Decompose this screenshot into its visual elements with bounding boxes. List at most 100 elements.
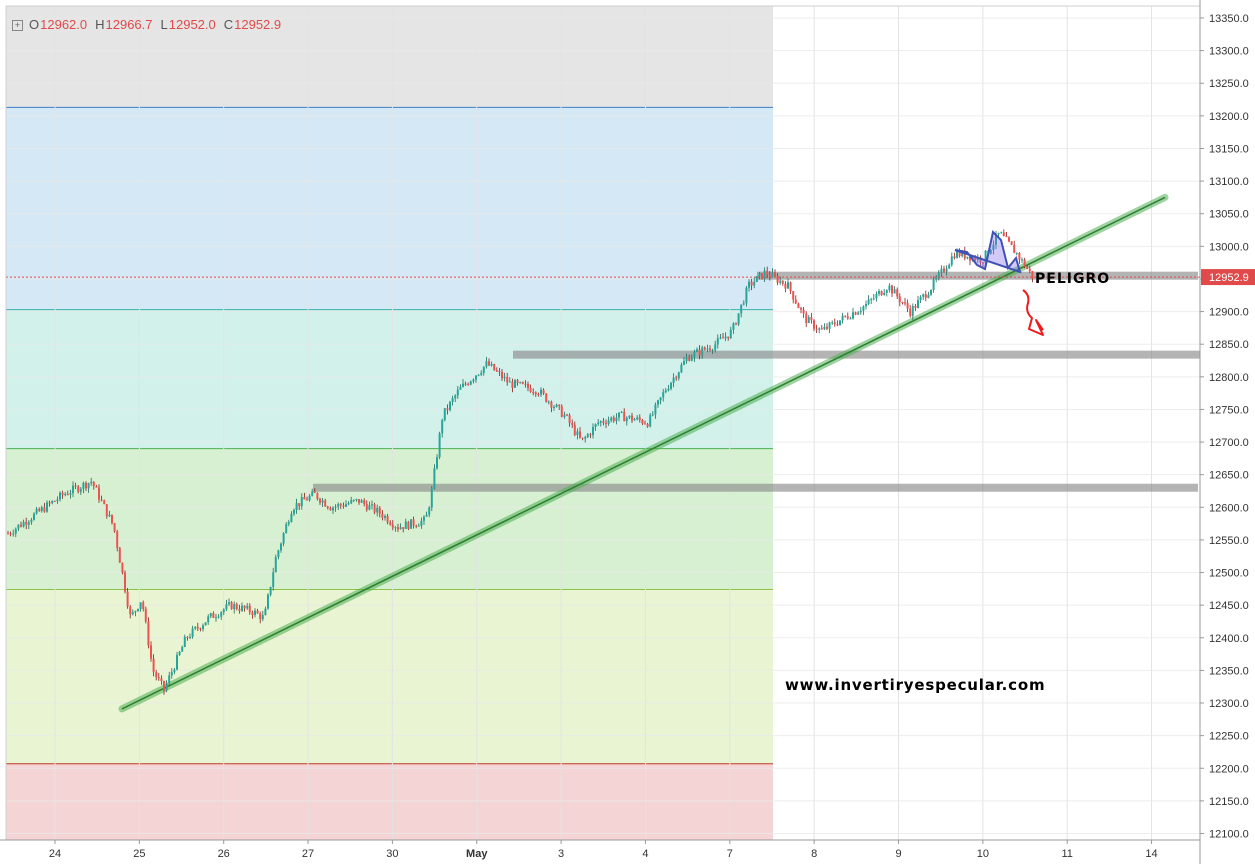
candle-body [859,310,862,313]
candle-body [698,349,701,356]
y-tick-label: 13100.0 [1209,176,1249,188]
candle-body [189,636,191,638]
candle-body [727,336,730,339]
candle-body [550,401,553,408]
open-label: O [29,17,40,32]
candle-body [378,507,381,514]
candle-body [225,604,228,610]
candle-body [477,374,480,376]
candle-body [100,499,103,501]
candle-body [85,482,87,489]
candle-body [618,412,620,418]
candle-body [779,280,782,283]
x-tick-label: 27 [302,848,314,860]
candle-body [690,357,693,361]
x-tick-label: 25 [133,848,145,860]
candle-body [620,411,623,413]
candle-body [454,395,457,399]
candle-body [267,594,269,609]
y-tick-label: 13200.0 [1209,111,1249,123]
candle-body [914,305,917,308]
candle-body [969,256,971,261]
candle-body [696,349,698,352]
low-value: 12952.0 [168,17,216,32]
candle-body [269,586,272,595]
candle-body [563,414,566,417]
candle-body [1021,259,1023,261]
plus-square-icon[interactable]: + [12,20,23,31]
candle-body [92,481,95,487]
candle-body [163,680,165,691]
candle-body [849,318,852,320]
candle-body [953,256,956,258]
current-price-badge [1201,269,1255,286]
candle-body [126,591,129,607]
candle-body [979,256,982,263]
candle-body [553,406,555,408]
candle-body [430,488,433,508]
candle-body [254,610,256,615]
candle-body [449,401,451,410]
candle-body [683,361,685,365]
candle-body [272,572,275,587]
candle-body [813,320,815,329]
candle-body [761,273,763,279]
candle-body [917,300,919,308]
y-tick-label: 12300.0 [1209,698,1249,710]
candle-body [287,522,290,525]
candle-body [1023,259,1026,267]
y-tick-label: 12650.0 [1209,470,1249,482]
candle-body [984,250,987,263]
candle-body [982,262,984,264]
candle-body [667,388,670,391]
candle-body [693,351,696,358]
candle-body [194,626,197,629]
y-tick-label: 13000.0 [1209,241,1249,253]
candle-body [872,298,875,300]
candle-body [43,507,46,512]
candle-body [144,608,147,622]
candle-body [534,392,537,395]
candle-body [766,270,769,275]
candle-body [142,602,145,609]
candle-body [264,608,267,616]
candle-body [469,381,472,385]
candle-body [511,381,514,388]
candle-body [846,316,849,319]
candle-body [940,268,943,273]
candle-body [228,602,230,605]
candle-body [828,322,831,329]
low-label: L [160,17,168,32]
candle-body [755,276,758,282]
candle-body [118,547,121,563]
candle-body [53,500,56,502]
warning-annotation: PELIGRO [1035,271,1110,287]
candle-body [360,500,363,503]
candle-body [659,397,662,401]
candle-body [259,613,262,620]
candle-body [181,646,184,652]
candle-body [974,256,977,260]
candle-body [168,675,171,684]
candle-body [248,605,251,613]
candle-body [865,304,867,307]
candle-body [446,408,449,410]
y-tick-label: 12700.0 [1209,437,1249,449]
candle-body [997,232,1000,235]
candle-body [896,289,899,297]
candle-body [792,291,795,300]
candle-body [597,422,600,425]
y-tick-label: 12800.0 [1209,372,1249,384]
website-watermark: www.invertiryespecular.com [785,676,1045,694]
candle-body [82,482,85,489]
candle-body [230,602,233,610]
candle-body [59,492,61,500]
candle-body [337,504,340,507]
trendline [121,196,1166,710]
candle-body [680,364,683,373]
candle-body [103,500,106,505]
candle-body [820,328,823,330]
candle-body [989,250,992,254]
